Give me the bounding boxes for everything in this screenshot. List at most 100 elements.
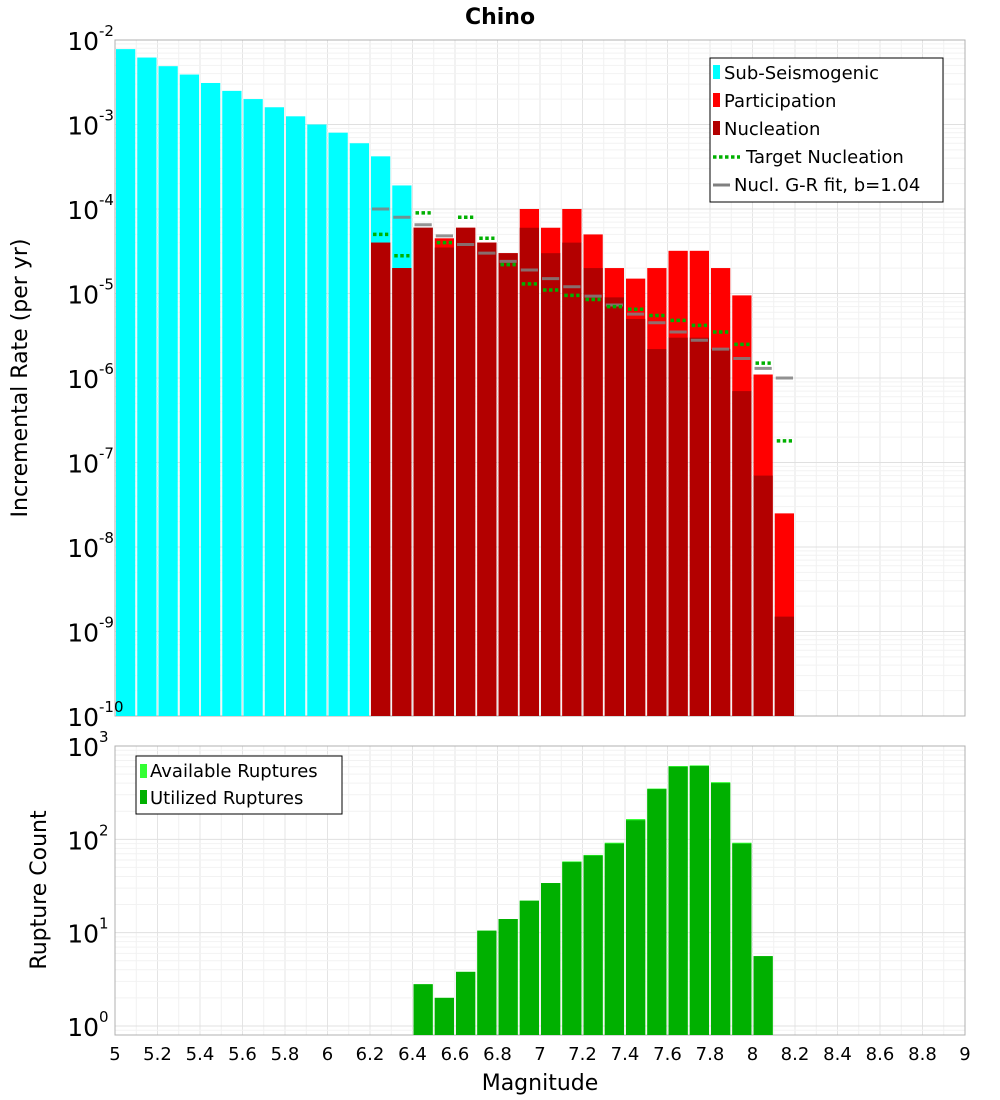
top-plot-frame [114,39,966,717]
bar-nucleation [392,268,412,716]
x-tick-label: 7.4 [611,1044,640,1065]
bar-nucleation [541,253,561,716]
x-tick-label: 8.8 [908,1044,937,1065]
bottom-y-axis-label: Rupture Count [27,810,52,970]
bar-utilized-ruptures [647,789,667,1035]
x-tick-label: 5.2 [143,1044,172,1065]
bar-utilized-ruptures [434,997,454,1035]
x-tick-label: 8 [747,1044,758,1065]
bar-sub-seismogenic [201,82,221,717]
top-lines [372,207,793,443]
bar-utilized-ruptures [498,919,518,1035]
legend-swatch-sub-seismogenic [713,65,720,79]
y-tick-exponent: -4 [99,191,114,209]
bar-utilized-ruptures [519,900,539,1035]
top-legend-box [709,57,944,203]
x-tick-label: 8.2 [781,1044,810,1065]
legend-swatch-utilized-ruptures [140,790,147,804]
bar-utilized-ruptures [711,783,731,1035]
bar-sub-seismogenic [137,57,157,716]
y-tick-exponent: -2 [99,22,114,40]
y-tick-exponent: 3 [99,728,109,746]
legend-label-sub-seismogenic: Sub-Seismogenic [724,63,879,84]
bar-nucleation [711,349,731,716]
bar-sub-seismogenic [116,49,136,717]
bar-nucleation [689,337,709,716]
y-tick-exponent: -8 [99,529,114,547]
y-tick-exponent: -7 [99,445,114,463]
y-tick-label: 10 [67,920,99,949]
bottom-bars [413,765,773,1035]
bar-sub-seismogenic [264,107,284,717]
y-tick-label: 10 [67,281,99,310]
bar-nucleation [604,297,624,716]
bar-utilized-ruptures [477,930,497,1035]
x-tick-label: 5.4 [186,1044,215,1065]
bar-nucleation [498,253,518,716]
bar-utilized-ruptures [689,766,709,1035]
y-tick-label: 10 [67,619,99,648]
bar-utilized-ruptures [626,820,646,1035]
bar-sub-seismogenic [328,132,348,716]
bar-nucleation [668,337,688,716]
x-tick-label: 8.4 [823,1044,852,1065]
x-tick-label: 6.2 [356,1044,385,1065]
y-tick-exponent: -9 [99,614,114,632]
y-tick-label: 10 [67,1013,99,1042]
x-tick-label: 9 [959,1044,970,1065]
bottom-plot-frame [114,745,966,1036]
bar-nucleation [753,475,773,716]
y-tick-label: 10 [67,365,99,394]
bar-sub-seismogenic [158,66,178,717]
x-tick-label: 5.8 [271,1044,300,1065]
x-tick-label: 7.2 [568,1044,597,1065]
bar-utilized-ruptures [753,956,773,1035]
x-ticks: 5 5.2 5.4 5.6 5.8 6 6.2 6.4 6.6 6.8 7 7.2 7.4 7.6 7.8 8… [109,1044,970,1065]
x-tick-label: 6 [322,1044,333,1065]
x-tick-label: 7.8 [696,1044,725,1065]
x-tick-label: 6.8 [483,1044,512,1065]
bar-utilized-ruptures [541,883,561,1035]
bottom-legend: Available Ruptures Utilized Ruptures [135,755,343,815]
x-tick-label: 6.6 [441,1044,470,1065]
legend-label-utilized-ruptures: Utilized Ruptures [150,788,303,809]
legend-label-participation: Participation [724,91,836,112]
y-tick-label: 10 [67,112,99,141]
bar-sub-seismogenic [222,90,242,716]
y-tick-exponent: 1 [99,915,109,933]
bar-utilized-ruptures [562,862,582,1035]
y-tick-label: 10 [67,826,99,855]
x-tick-label: 7 [534,1044,545,1065]
bar-nucleation [456,227,476,716]
x-tick-label: 6.4 [398,1044,427,1065]
bar-nucleation [562,242,582,717]
legend-swatch-nucleation [713,121,720,135]
bar-utilized-ruptures [604,843,624,1035]
bar-sub-seismogenic [349,143,369,716]
y-tick-label: 10 [67,703,99,732]
bar-utilized-ruptures [456,971,476,1035]
y-tick-exponent: -5 [99,276,114,294]
legend-label-target-nucleation: Target Nucleation [745,147,904,168]
top-bars [116,49,794,717]
bar-nucleation [413,227,433,716]
bar-nucleation [774,616,794,716]
bar-sub-seismogenic [243,99,263,716]
bar-sub-seismogenic [307,124,327,716]
bar-nucleation [371,242,391,717]
legend-label-nucleation: Nucleation [724,119,820,140]
y-tick-label: 10 [67,733,99,762]
legend-label-gr-fit: Nucl. G-R fit, b=1.04 [734,175,920,196]
bar-nucleation [732,391,752,716]
x-tick-label: 5 [109,1044,120,1065]
y-tick-label: 10 [67,534,99,563]
legend-swatch-participation [713,93,720,107]
y-tick-exponent: 0 [99,1008,109,1026]
bar-utilized-ruptures [583,855,603,1035]
y-tick-label: 10 [67,450,99,479]
bottom-legend-box [135,755,343,815]
y-tick-exponent: -3 [99,107,114,125]
